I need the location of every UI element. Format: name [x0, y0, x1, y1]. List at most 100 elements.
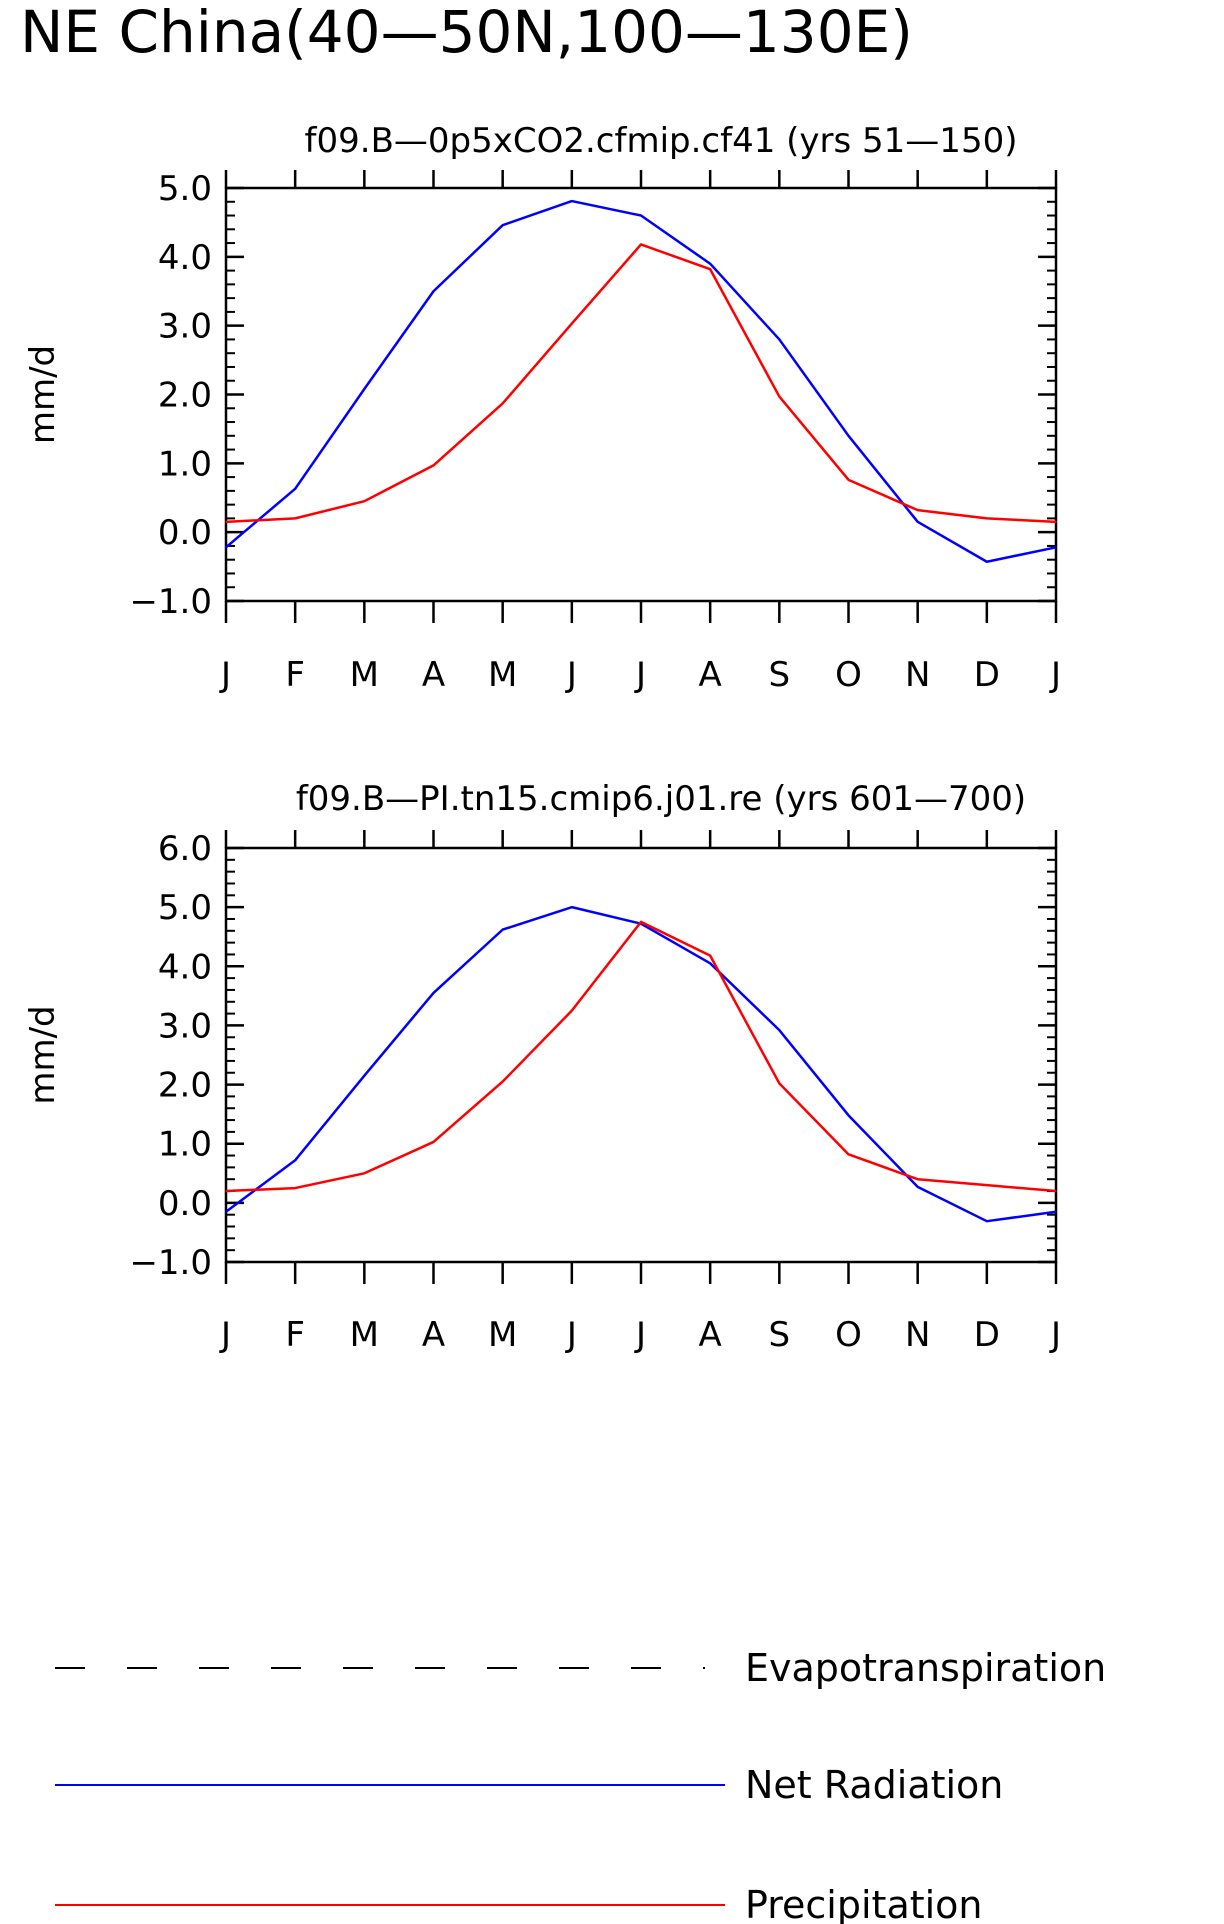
x-tick-label: J: [565, 655, 577, 695]
x-tick-label: J: [219, 1315, 231, 1355]
data-point-precipitation: [847, 1153, 850, 1156]
data-point-precipitation: [225, 521, 227, 523]
y-tick-label: 3.0: [158, 1006, 212, 1046]
data-point-net-radiation: [225, 1210, 227, 1213]
x-tick-label: D: [974, 1315, 1000, 1355]
data-point-net-radiation: [709, 262, 711, 265]
x-tick-label: M: [350, 1315, 379, 1355]
data-point-net-radiation: [986, 560, 988, 563]
y-tick-label: −1.0: [129, 582, 212, 622]
data-point-net-radiation: [778, 1029, 781, 1031]
data-point-net-radiation: [363, 1074, 366, 1077]
data-point-net-radiation: [986, 1220, 988, 1222]
y-tick-label: 0.0: [158, 1184, 212, 1224]
data-point-precipitation: [916, 509, 919, 511]
x-tick-label: S: [769, 1315, 791, 1355]
x-tick-label: O: [835, 655, 862, 695]
data-point-precipitation: [916, 1178, 919, 1180]
data-point-net-radiation: [847, 435, 850, 437]
x-tick-label: N: [905, 655, 930, 695]
data-point-net-radiation: [847, 1114, 850, 1117]
data-point-net-radiation: [432, 290, 435, 293]
data-point-precipitation: [847, 479, 850, 481]
x-tick-label: N: [905, 1315, 930, 1355]
x-tick-label: A: [422, 655, 445, 695]
y-tick-label: −1.0: [129, 1243, 212, 1283]
x-tick-label: A: [699, 655, 722, 695]
data-point-precipitation: [709, 268, 711, 271]
x-tick-label: F: [285, 1315, 305, 1355]
figure-title: NE China(40—50N,100—130E): [20, 0, 913, 66]
data-point-precipitation: [571, 1009, 573, 1012]
x-tick-label: S: [769, 655, 791, 695]
data-point-precipitation: [571, 322, 573, 325]
data-point-net-radiation: [709, 962, 711, 965]
data-point-precipitation: [294, 1187, 296, 1189]
data-point-precipitation: [986, 517, 988, 520]
data-point-precipitation: [640, 921, 642, 923]
data-point-precipitation: [432, 464, 435, 467]
data-point-precipitation: [225, 1190, 227, 1192]
y-tick-label: 5.0: [158, 169, 212, 209]
x-tick-label: M: [350, 655, 379, 695]
panel-title: f09.B—PI.tn15.cmip6.j01.re (yrs 601—700): [296, 779, 1026, 819]
y-tick-label: 2.0: [158, 1066, 212, 1106]
data-point-precipitation: [501, 402, 504, 405]
data-point-net-radiation: [432, 992, 435, 994]
x-tick-label: J: [565, 1315, 577, 1355]
data-point-precipitation: [986, 1184, 988, 1186]
data-point-net-radiation: [363, 388, 366, 390]
data-point-precipitation: [363, 500, 366, 502]
y-tick-label: 6.0: [158, 829, 212, 869]
y-tick-label: 2.0: [158, 376, 212, 416]
data-point-precipitation: [709, 954, 711, 957]
data-point-net-radiation: [916, 521, 919, 523]
data-point-precipitation: [501, 1080, 504, 1083]
legend-label-net-radiation: Net Radiation: [745, 1763, 1003, 1807]
x-tick-label: J: [1049, 1315, 1061, 1355]
y-tick-label: 5.0: [158, 888, 212, 928]
y-tick-label: 4.0: [158, 238, 212, 278]
x-tick-label: J: [634, 1315, 646, 1355]
data-point-net-radiation: [778, 338, 781, 341]
data-point-net-radiation: [294, 488, 296, 490]
chart-panel-top: f09.B—0p5xCO2.cfmip.cf41 (yrs 51—150) mm/…: [23, 121, 1061, 695]
x-tick-label: A: [422, 1315, 445, 1355]
data-point-precipitation: [294, 517, 296, 520]
data-point-net-radiation: [1055, 1210, 1057, 1213]
y-tick-label: 1.0: [158, 444, 212, 484]
chart-panel-bottom: f09.B—PI.tn15.cmip6.j01.re (yrs 601—700)…: [23, 779, 1061, 1355]
y-axis-label: mm/d: [23, 1005, 63, 1104]
x-tick-label: F: [285, 655, 305, 695]
legend-label-evapotranspiration: Evapotranspiration: [745, 1646, 1106, 1690]
x-tick-label: M: [488, 1315, 517, 1355]
x-tick-label: M: [488, 655, 517, 695]
panel-title: f09.B—0p5xCO2.cfmip.cf41 (yrs 51—150): [305, 121, 1018, 161]
y-tick-label: 0.0: [158, 513, 212, 553]
data-point-precipitation: [1055, 1190, 1057, 1192]
x-tick-label: A: [699, 1315, 722, 1355]
y-tick-label: 4.0: [158, 947, 212, 987]
data-point-net-radiation: [640, 214, 642, 217]
data-point-precipitation: [778, 395, 781, 398]
x-tick-label: J: [634, 655, 646, 695]
y-axis-label: mm/d: [23, 345, 63, 444]
data-point-net-radiation: [1055, 546, 1057, 549]
data-point-precipitation: [640, 243, 642, 246]
data-point-net-radiation: [225, 546, 227, 549]
x-tick-label: J: [1049, 655, 1061, 695]
data-point-net-radiation: [501, 928, 504, 931]
data-point-precipitation: [432, 1141, 435, 1143]
x-tick-label: O: [835, 1315, 862, 1355]
data-point-net-radiation: [294, 1159, 296, 1162]
data-point-precipitation: [1055, 521, 1057, 523]
data-point-net-radiation: [916, 1186, 919, 1188]
x-tick-label: D: [974, 655, 1000, 695]
data-point-net-radiation: [571, 906, 573, 908]
data-point-net-radiation: [571, 200, 573, 202]
y-tick-label: 1.0: [158, 1125, 212, 1165]
y-tick-label: 3.0: [158, 307, 212, 347]
legend-label-precipitation: Precipitation: [745, 1883, 983, 1924]
legend: Evapotranspiration Net Radiation Precipi…: [55, 1646, 1106, 1924]
